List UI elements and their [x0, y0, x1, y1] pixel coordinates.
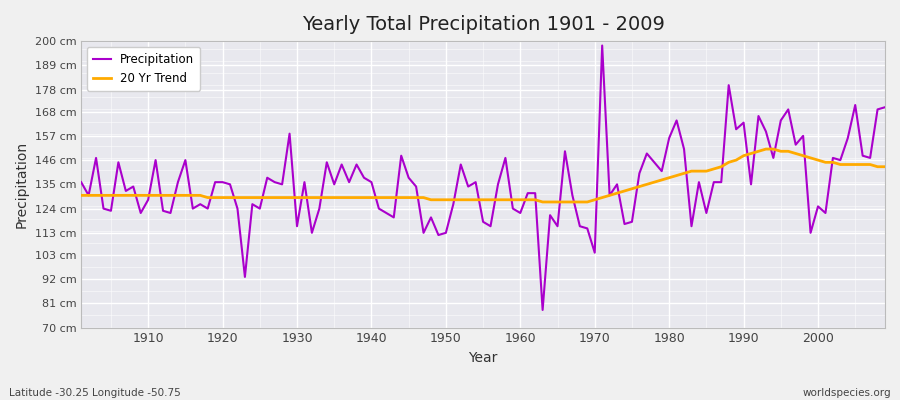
- Legend: Precipitation, 20 Yr Trend: Precipitation, 20 Yr Trend: [87, 47, 200, 91]
- Precipitation: [537, 308, 548, 312]
- Precipitation: [508, 206, 518, 211]
- Precipitation: [515, 210, 526, 215]
- Precipitation: [299, 180, 310, 184]
- 20 Yr Trend: [515, 197, 526, 202]
- Line: Precipitation: Precipitation: [81, 46, 885, 310]
- 20 Yr Trend: [299, 195, 310, 200]
- 20 Yr Trend: [537, 200, 548, 204]
- Precipitation: [135, 210, 146, 215]
- 20 Yr Trend: [76, 193, 86, 198]
- Precipitation: [76, 180, 86, 184]
- 20 Yr Trend: [760, 147, 771, 152]
- Precipitation: [619, 222, 630, 226]
- Text: Latitude -30.25 Longitude -50.75: Latitude -30.25 Longitude -50.75: [9, 388, 181, 398]
- Text: worldspecies.org: worldspecies.org: [803, 388, 891, 398]
- Precipitation: [597, 43, 608, 48]
- 20 Yr Trend: [612, 191, 623, 196]
- 20 Yr Trend: [344, 195, 355, 200]
- Precipitation: [344, 180, 355, 184]
- Y-axis label: Precipitation: Precipitation: [15, 141, 29, 228]
- 20 Yr Trend: [135, 193, 146, 198]
- Precipitation: [879, 105, 890, 110]
- X-axis label: Year: Year: [468, 351, 498, 365]
- 20 Yr Trend: [508, 197, 518, 202]
- 20 Yr Trend: [879, 164, 890, 169]
- Line: 20 Yr Trend: 20 Yr Trend: [81, 149, 885, 202]
- Title: Yearly Total Precipitation 1901 - 2009: Yearly Total Precipitation 1901 - 2009: [302, 15, 664, 34]
